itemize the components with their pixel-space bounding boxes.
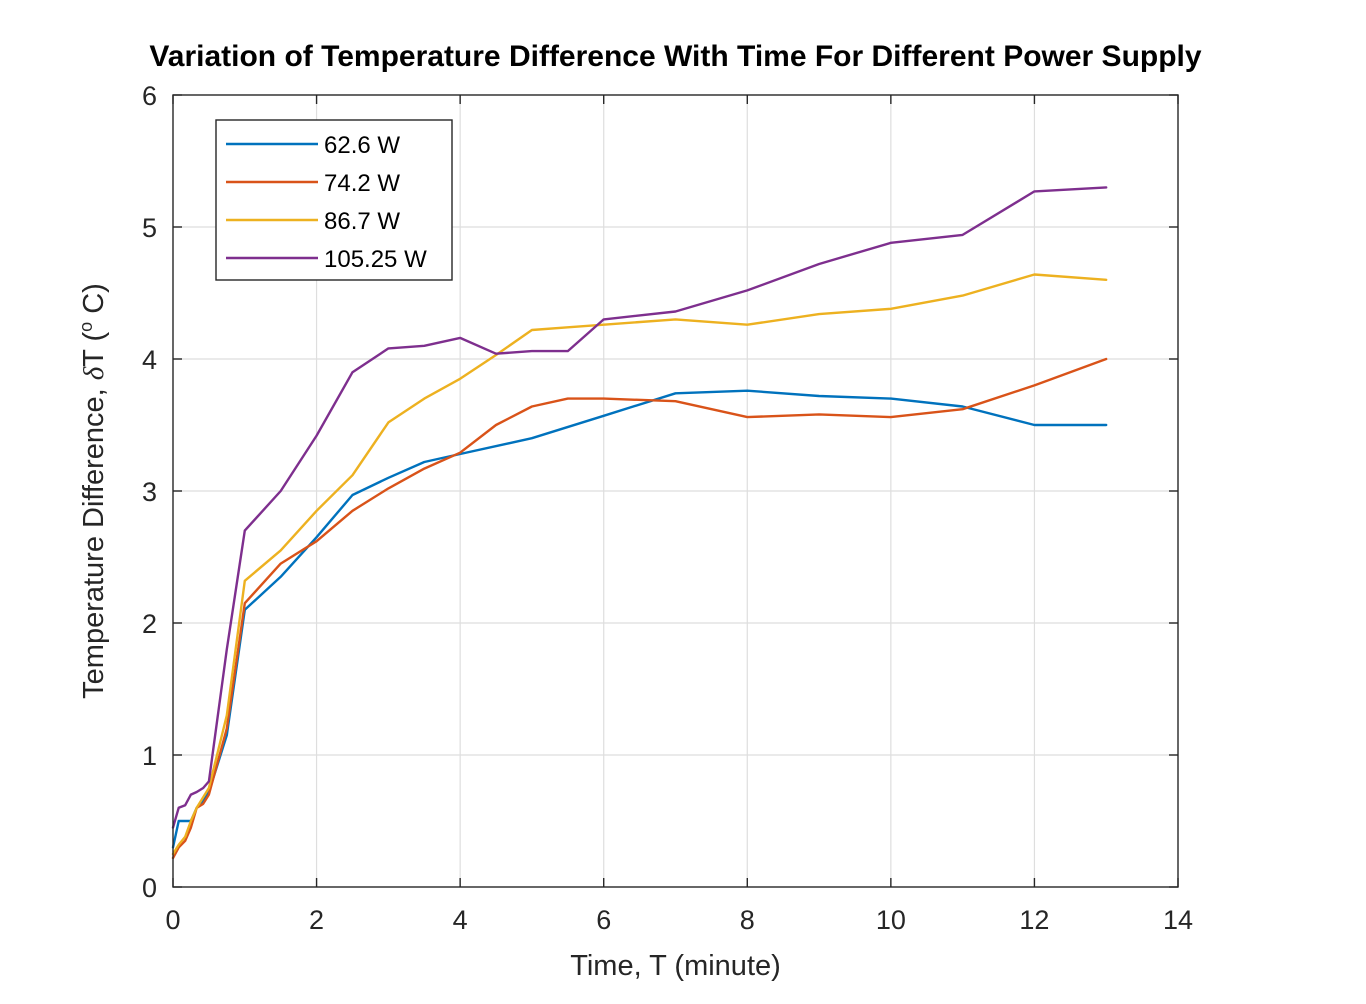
- x-tick-label: 10: [876, 905, 906, 935]
- chart-title: Variation of Temperature Difference With…: [149, 40, 1201, 73]
- legend-label-2: 74.2 W: [324, 170, 400, 197]
- y-tick-label: 0: [142, 873, 157, 903]
- x-tick-label: 4: [453, 905, 468, 935]
- series-line-4: [171, 186, 1108, 829]
- x-tick-label: 14: [1163, 905, 1193, 935]
- legend-label-1: 62.6 W: [324, 132, 400, 159]
- y-axis-label-text: Temperature Difference,: [78, 380, 110, 699]
- y-tick-label: 5: [142, 213, 157, 243]
- x-tick-label: 8: [740, 905, 755, 935]
- y-tick-label: 4: [142, 345, 157, 375]
- series-lines: [171, 186, 1108, 860]
- x-axis-label: Time, T (minute): [570, 950, 781, 982]
- legend-label-3: 86.7 W: [324, 208, 400, 235]
- x-tick-label: 2: [309, 905, 324, 935]
- y-axis-label-unit: C): [78, 283, 110, 322]
- legend-label-4: 105.25 W: [324, 246, 427, 273]
- legend: 62.6 W 74.2 W 86.7 W 105.25 W: [215, 119, 453, 281]
- x-tick-label: 12: [1019, 905, 1049, 935]
- y-tick-label: 1: [142, 741, 157, 771]
- series-line-3: [171, 273, 1108, 856]
- y-axis-label: Temperature Difference, δT (o C): [76, 283, 110, 699]
- y-axis-label-var: T (: [78, 331, 110, 366]
- x-tick-label: 0: [165, 905, 180, 935]
- y-tick-label: 3: [142, 477, 157, 507]
- x-tick-label: 6: [596, 905, 611, 935]
- grid-lines: [173, 95, 1178, 887]
- y-tick-label: 6: [142, 81, 157, 111]
- y-tick-label: 2: [142, 609, 157, 639]
- y-axis-label-degree: o: [76, 322, 96, 332]
- y-axis-label-delta: δ: [78, 366, 110, 380]
- legend-box: [215, 119, 453, 281]
